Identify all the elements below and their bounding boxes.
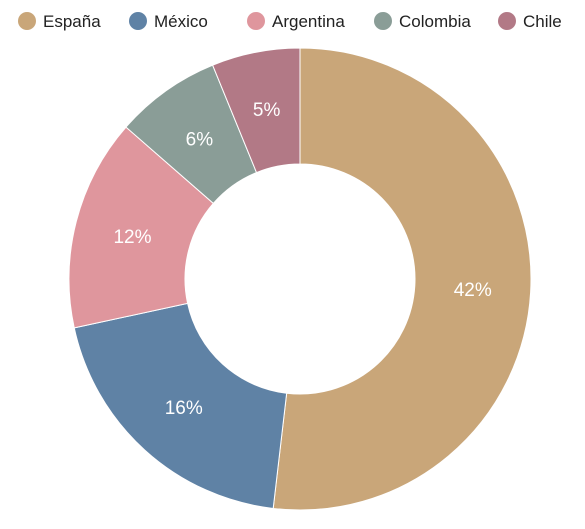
- slice-argentina[interactable]: [68, 126, 215, 329]
- legend-swatch: [374, 12, 392, 30]
- slice-label-argentina: 12%: [113, 227, 151, 248]
- slice-label-méxico: 16%: [165, 398, 203, 419]
- legend-label: Chile: [523, 12, 562, 31]
- slice-label-españa: 42%: [454, 280, 492, 301]
- slice-españa[interactable]: [272, 47, 532, 511]
- legend-item-españa[interactable]: España: [18, 12, 101, 31]
- legend-label: España: [43, 12, 101, 31]
- legend-label: Argentina: [272, 12, 345, 31]
- legend-label: México: [154, 12, 208, 31]
- slice-méxico[interactable]: [73, 302, 288, 509]
- legend-swatch: [247, 12, 265, 30]
- legend-item-argentina[interactable]: Argentina: [247, 12, 345, 31]
- slice-chile[interactable]: [211, 47, 301, 174]
- slice-label-colombia: 6%: [186, 129, 214, 150]
- slice-labels: 42% 16% 12% 6% 5%: [113, 100, 491, 419]
- legend-item-méxico[interactable]: México: [129, 12, 208, 31]
- legend-item-chile[interactable]: Chile: [498, 12, 562, 31]
- legend-swatch: [129, 12, 147, 30]
- slice-label-chile: 5%: [253, 100, 281, 121]
- legend-swatch: [498, 12, 516, 30]
- legend-item-colombia[interactable]: Colombia: [374, 12, 471, 31]
- legend-label: Colombia: [399, 12, 471, 31]
- donut-slices: [68, 47, 532, 511]
- legend: España México Argentina Colombia Chile: [18, 12, 562, 31]
- legend-swatch: [18, 12, 36, 30]
